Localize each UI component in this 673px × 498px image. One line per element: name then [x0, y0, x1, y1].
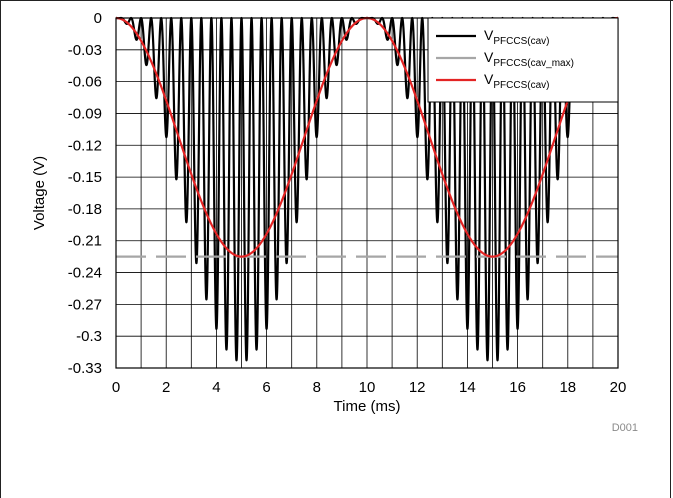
y-axis-title: Voltage (V) — [31, 156, 48, 230]
legend-label-subscript: PFCCS(cav_max) — [493, 58, 574, 69]
x-tick-label: 20 — [610, 379, 627, 396]
legend-label: VPFCCS(cav) — [484, 71, 549, 91]
x-tick-label: 18 — [559, 379, 576, 396]
y-tick-label: -0.21 — [68, 233, 102, 250]
legend-label-main: V — [484, 49, 494, 65]
x-tick-label: 12 — [409, 379, 426, 396]
y-tick-label: -0.15 — [68, 169, 102, 186]
legend: VPFCCS(cav)VPFCCS(cav_max)VPFCCS(cav) — [427, 17, 619, 103]
y-tick-labels: 0 -0.03 -0.06 -0.09 -0.12 -0.15 -0.18 -0.21 -0.2… — [68, 10, 102, 377]
x-axis-title: Time (ms) — [334, 398, 401, 415]
x-tick-label: 16 — [509, 379, 526, 396]
legend-label-subscript: PFCCS(cav) — [493, 80, 549, 91]
y-tick-label: -0.12 — [68, 137, 102, 154]
legend-label-main: V — [484, 71, 494, 87]
y-tick-label: -0.03 — [68, 42, 102, 59]
y-tick-label: -0.33 — [68, 360, 102, 377]
x-tick-labels: 0 2 4 6 8 10 12 14 16 18 20 — [112, 379, 627, 396]
x-tick-label: 8 — [313, 379, 321, 396]
x-tick-label: 14 — [459, 379, 476, 396]
x-tick-label: 4 — [212, 379, 220, 396]
y-tick-label: -0.09 — [68, 105, 102, 122]
legend-label: VPFCCS(cav_max) — [484, 49, 574, 69]
y-tick-label: -0.3 — [76, 328, 102, 345]
x-tick-label: 10 — [359, 379, 376, 396]
legend-label-main: V — [484, 27, 494, 43]
y-tick-label: 0 — [94, 10, 102, 27]
x-tick-label: 6 — [262, 379, 270, 396]
x-tick-label: 2 — [162, 379, 170, 396]
plot-area-border — [115, 17, 619, 369]
y-tick-label: -0.24 — [68, 265, 102, 282]
y-tick-label: -0.18 — [68, 201, 102, 218]
legend-label-subscript: PFCCS(cav) — [493, 36, 549, 47]
x-tick-label: 0 — [112, 379, 120, 396]
figure-id-label: D001 — [612, 422, 638, 434]
legend-label: VPFCCS(cav) — [484, 27, 549, 47]
y-tick-label: -0.27 — [68, 296, 102, 313]
legend-box — [427, 17, 619, 103]
y-tick-label: -0.06 — [68, 74, 102, 91]
